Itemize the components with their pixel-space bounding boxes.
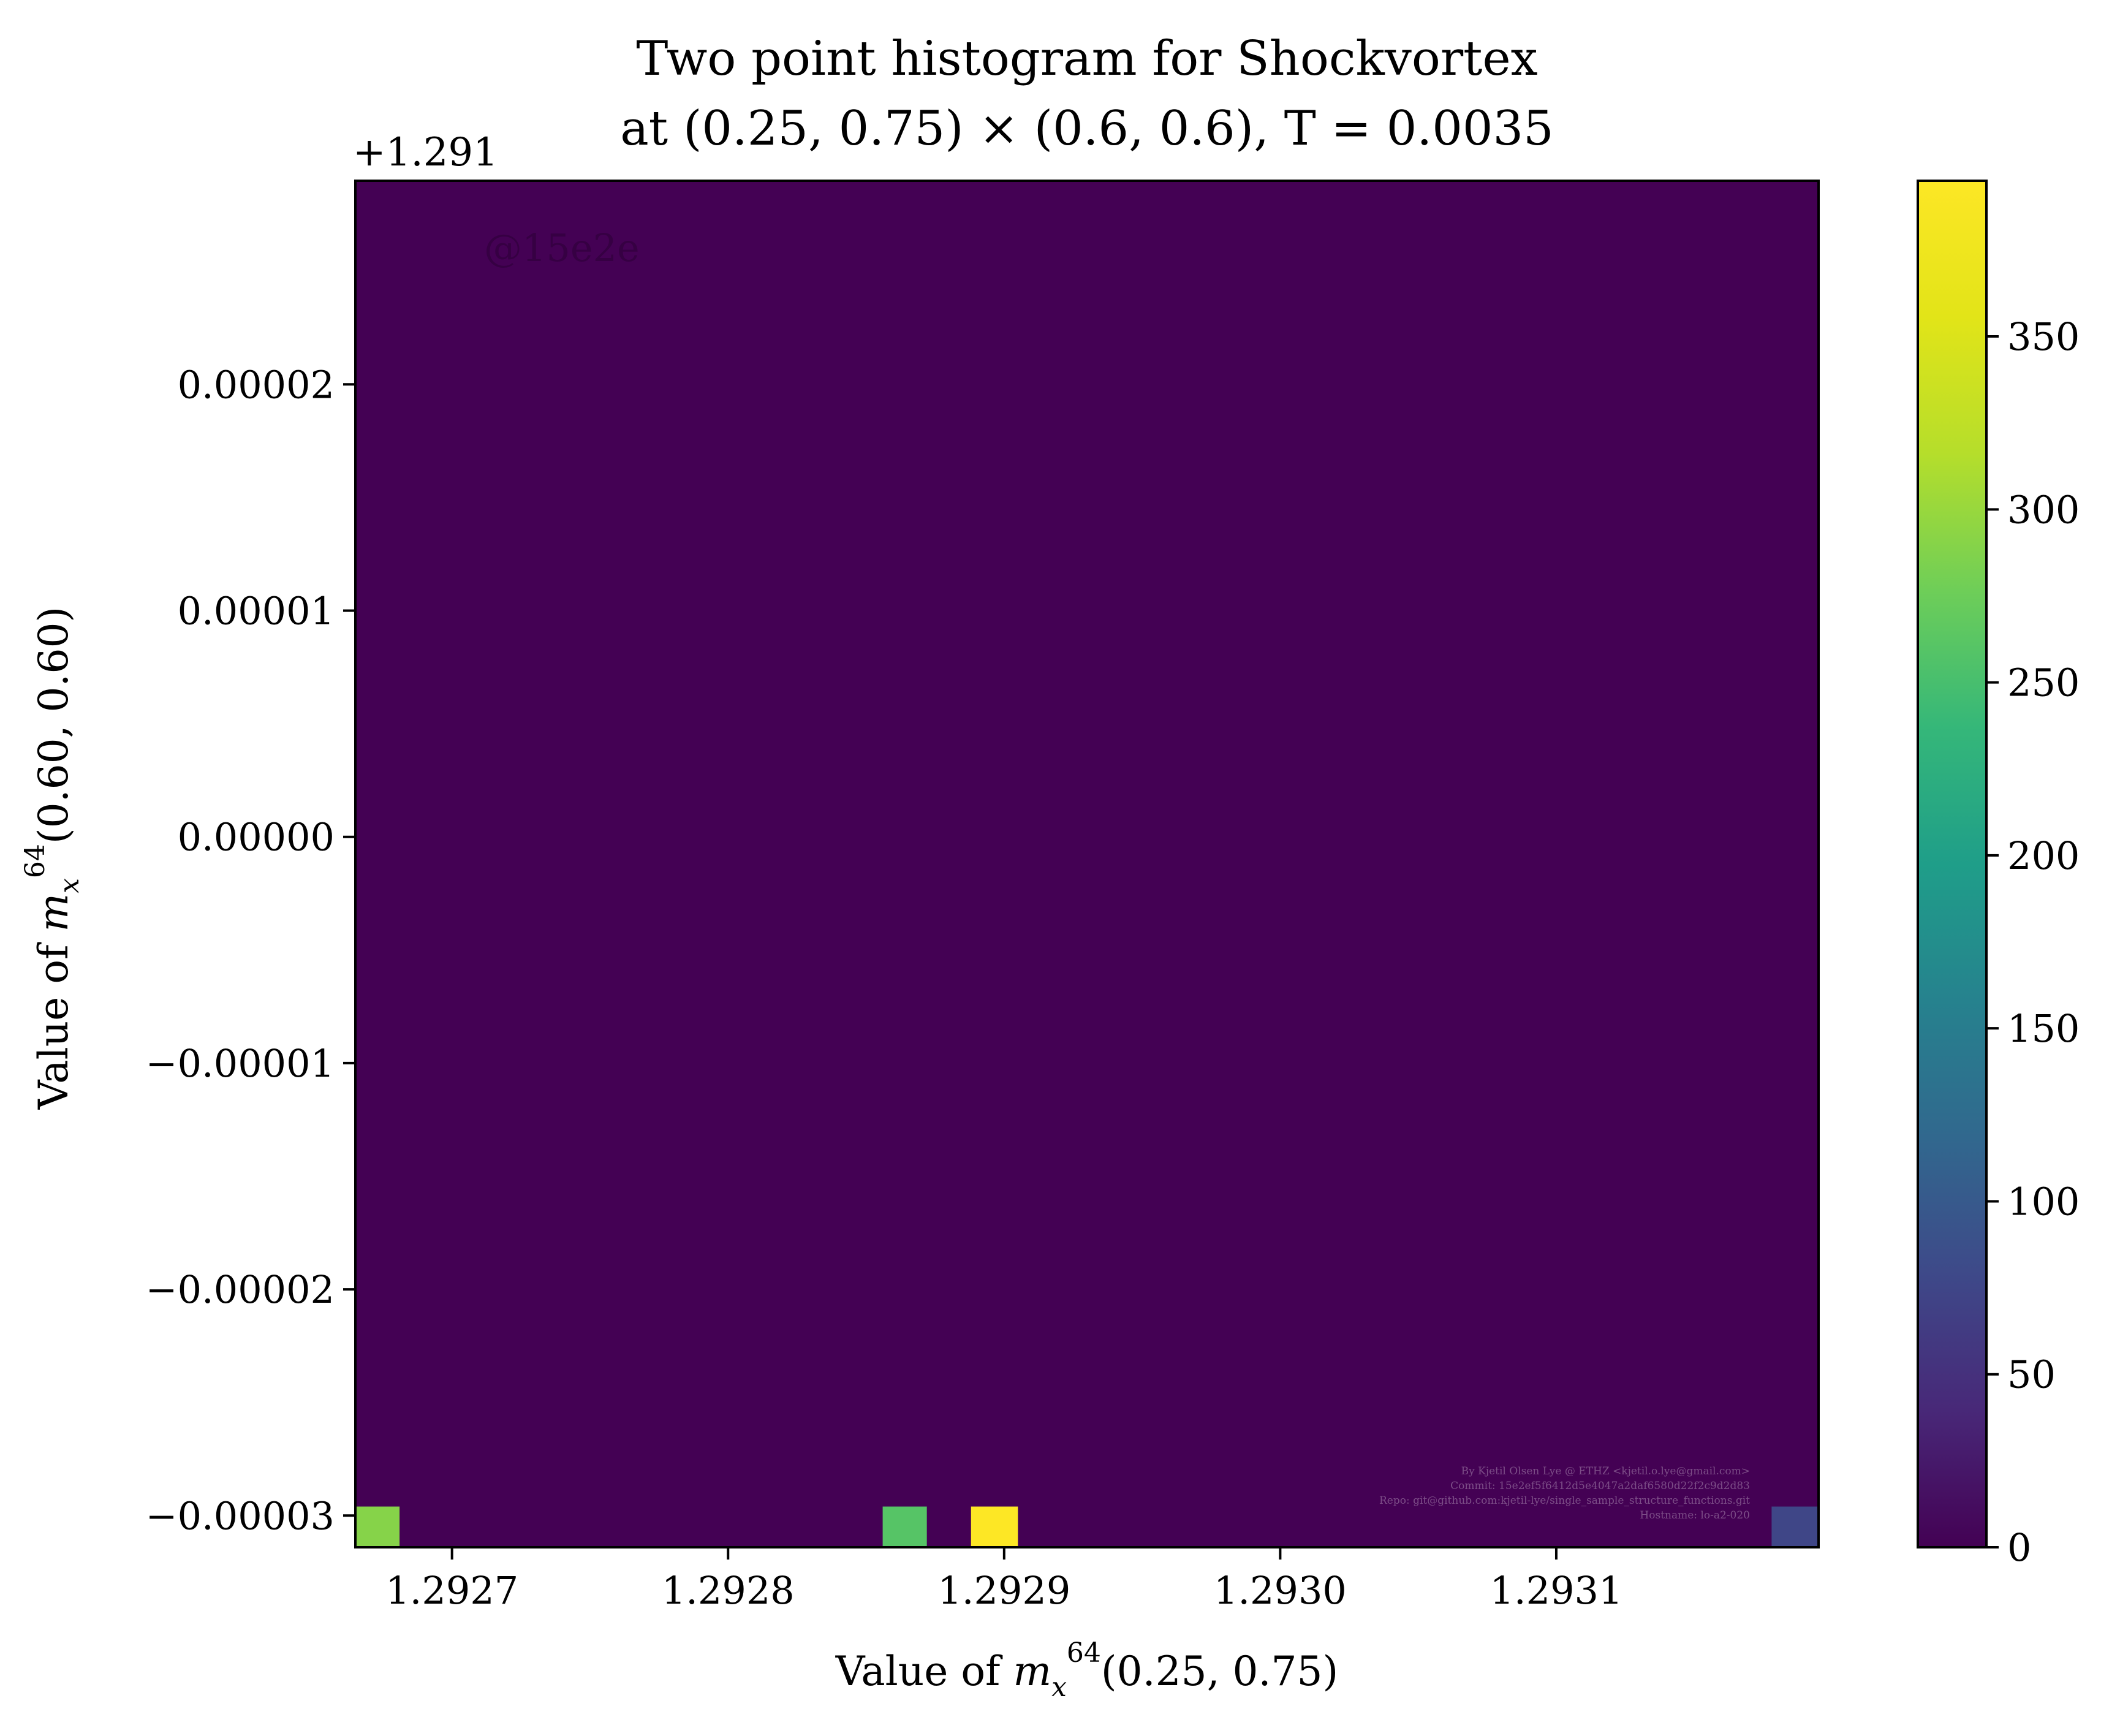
credit-line: Commit: 15e2ef5f6412d5e4047a2daf6580d22f…	[1450, 1480, 1750, 1492]
y-axis: 0.00002 0.00001 0.00000 −0.00001 −0.00002 −0.…	[146, 362, 355, 1538]
colorbar-tick-label: 200	[2007, 833, 2080, 878]
colorbar-tick-label: 300	[2007, 487, 2080, 532]
y-tick-label: 0.00001	[178, 588, 335, 633]
plot-frame	[354, 180, 1820, 1548]
chart-title-line-1: Two point histogram for Shockvortex	[636, 31, 1537, 86]
colorbar-tick-label: 0	[2007, 1525, 2031, 1570]
colorbar-gradient	[1917, 180, 1988, 1548]
colorbar-tick-label: 350	[2007, 314, 2080, 359]
heatmap-bins	[355, 1506, 1819, 1547]
y-tick-label: 0.00000	[178, 815, 335, 860]
colorbar-tick-label: 250	[2007, 661, 2080, 705]
heatmap-background	[355, 181, 1819, 1547]
credit-line: Hostname: lo-a2-020	[1640, 1509, 1750, 1522]
x-tick-label: 1.2930	[1214, 1568, 1347, 1613]
heatmap-bin	[882, 1506, 927, 1547]
watermark: @15e2e	[484, 226, 640, 270]
y-tick-label: 0.00002	[178, 362, 335, 407]
heatmap-plot: @15e2e By Kjetil Olsen Lye @ ETHZ <kjeti…	[354, 180, 1820, 1548]
heatmap-bin	[1771, 1506, 1819, 1547]
x-tick-label: 1.2929	[937, 1568, 1070, 1613]
credit-line: By Kjetil Olsen Lye @ ETHZ <kjetil.o.lye…	[1461, 1465, 1750, 1477]
y-offset-label: +1.291	[353, 130, 498, 175]
x-tick-label: 1.2931	[1490, 1568, 1622, 1613]
y-tick-label: −0.00001	[146, 1041, 335, 1086]
x-axis: 1.2927 1.2928 1.2929 1.2930 1.2931	[385, 1547, 1622, 1613]
heatmap-bin	[971, 1506, 1018, 1547]
credits: By Kjetil Olsen Lye @ ETHZ <kjetil.o.lye…	[1379, 1465, 1750, 1522]
y-tick-label: −0.00003	[146, 1493, 335, 1538]
colorbar-tick-label: 50	[2007, 1352, 2056, 1397]
x-tick-label: 1.2928	[662, 1568, 795, 1613]
colorbar-tick-label: 100	[2007, 1179, 2080, 1224]
credit-line: Repo: git@github.com:kjetil-lye/single_s…	[1379, 1495, 1750, 1507]
y-tick-label: −0.00002	[146, 1267, 335, 1312]
x-tick-label: 1.2927	[385, 1568, 518, 1613]
y-axis-label: Value of mx64(0.60, 0.60)	[20, 607, 85, 1110]
colorbar-tick-label: 150	[2007, 1006, 2080, 1051]
colorbar-ticks: 0 50 100 150 200 250 300 350	[1986, 314, 2080, 1570]
x-axis-label: Value of mx64(0.25, 0.75)	[835, 1637, 1339, 1703]
chart-title-line-2: at (0.25, 0.75) × (0.6, 0.6), T = 0.0035	[620, 101, 1553, 156]
colorbar: 0 50 100 150 200 250 300 350	[1917, 180, 2080, 1570]
heatmap-bin	[355, 1506, 400, 1547]
